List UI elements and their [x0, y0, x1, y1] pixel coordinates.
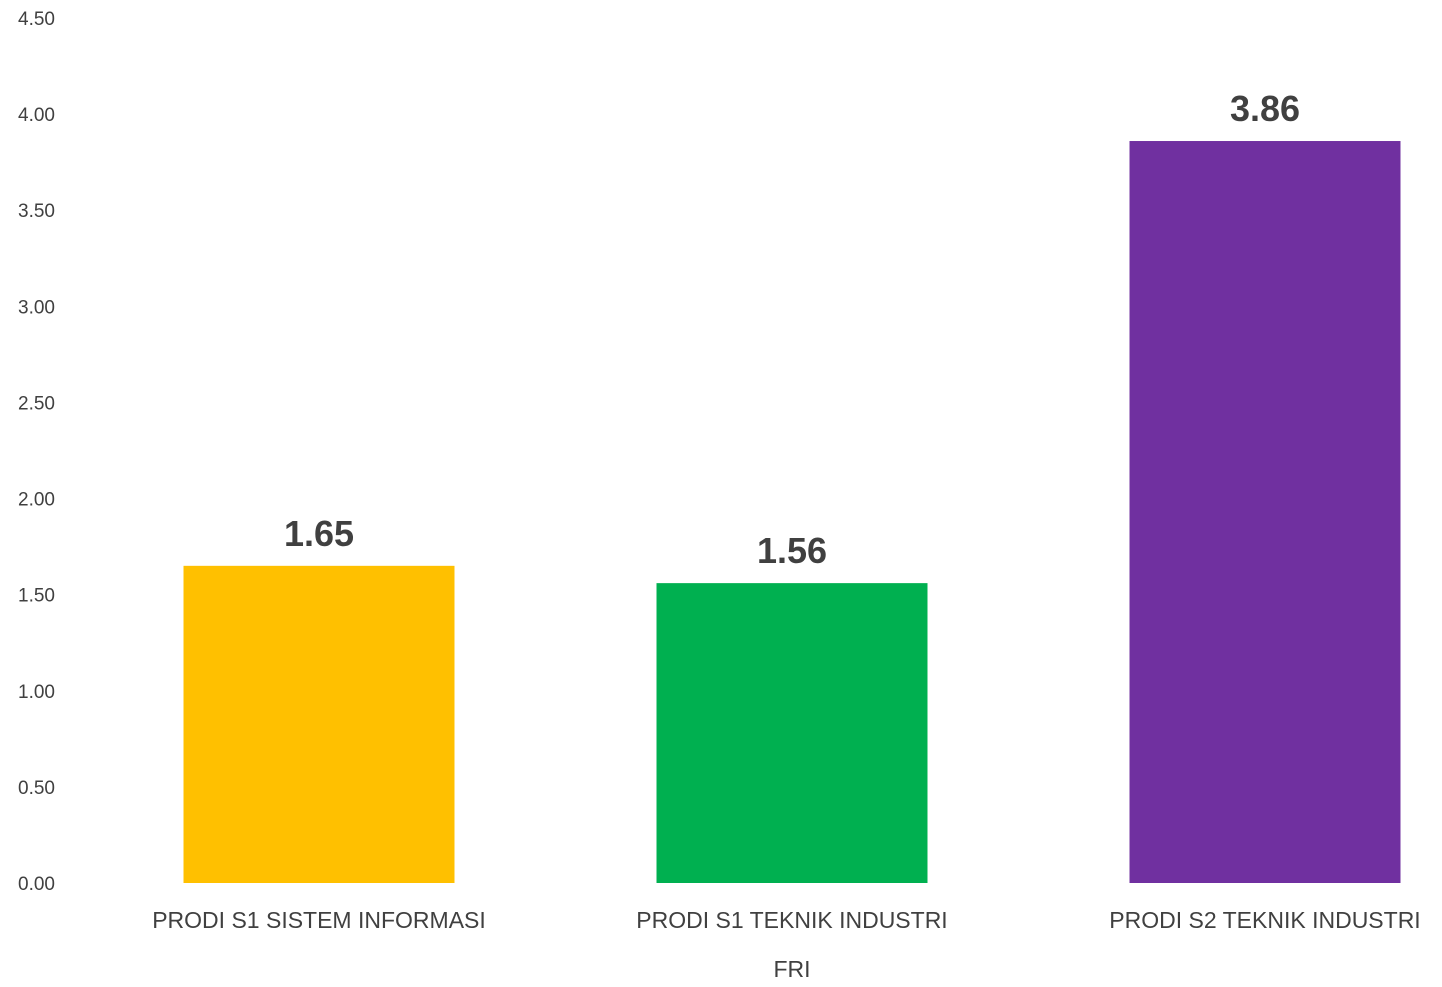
y-tick-label: 3.50 [18, 201, 55, 222]
bars [183, 141, 1401, 883]
y-tick-label: 1.00 [18, 682, 55, 703]
data-label: 1.65 [284, 513, 354, 554]
y-tick-label: 1.50 [18, 586, 55, 607]
y-tick-label: 4.00 [18, 105, 55, 126]
bar [183, 565, 455, 883]
x-tick-label: PRODI S1 TEKNIK INDUSTRI [636, 907, 947, 933]
y-tick-label: 0.50 [18, 778, 55, 799]
bar [1129, 141, 1401, 883]
bar [656, 583, 928, 883]
x-axis-title: FRI [773, 956, 810, 982]
data-label: 3.86 [1230, 88, 1300, 129]
data-labels: 1.65 1.56 3.86 [284, 88, 1300, 571]
x-tick-label: PRODI S2 TEKNIK INDUSTRI [1109, 907, 1420, 933]
x-axis: PRODI S1 SISTEM INFORMASI PRODI S1 TEKNIK… [152, 907, 1420, 933]
x-tick-label: PRODI S1 SISTEM INFORMASI [152, 907, 486, 933]
y-tick-label: 4.50 [18, 9, 55, 30]
y-axis: 0.00 0.50 1.00 1.50 2.00 2.50 3.00 3.50 4.00 4.50 [18, 9, 55, 895]
y-tick-label: 2.00 [18, 490, 55, 511]
y-tick-label: 2.50 [18, 393, 55, 414]
y-tick-label: 0.00 [18, 874, 55, 895]
data-label: 1.56 [757, 530, 827, 571]
y-tick-label: 3.00 [18, 297, 55, 318]
